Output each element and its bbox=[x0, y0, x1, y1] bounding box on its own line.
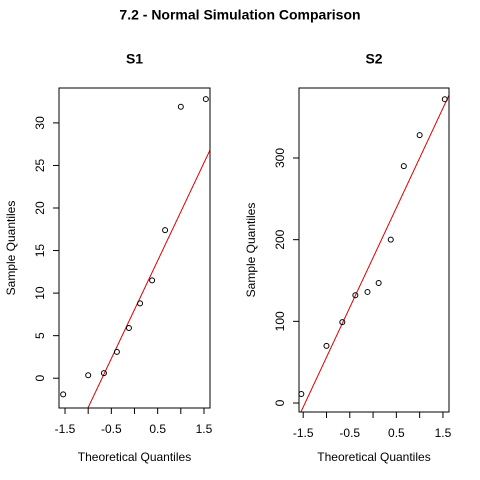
y-tick-label: 25 bbox=[33, 158, 47, 172]
panel-title: S2 bbox=[365, 51, 382, 67]
x-tick-label: -0.5 bbox=[339, 426, 360, 440]
qq-line bbox=[87, 149, 210, 408]
point bbox=[387, 236, 394, 243]
plot-frame bbox=[298, 87, 450, 413]
y-tick-label: 0 bbox=[33, 375, 47, 382]
figure-title: 7.2 - Normal Simulation Comparison bbox=[119, 7, 360, 23]
point bbox=[375, 279, 382, 286]
point bbox=[100, 370, 107, 377]
point bbox=[60, 391, 67, 398]
y-tick-label: 30 bbox=[33, 116, 47, 130]
y-tick-label: 10 bbox=[33, 286, 47, 300]
x-tick-label: 1.5 bbox=[435, 426, 452, 440]
y-tick-label: 300 bbox=[273, 148, 287, 168]
x-tick-label: -0.5 bbox=[101, 422, 122, 436]
point bbox=[416, 132, 423, 139]
point bbox=[202, 96, 209, 103]
point bbox=[85, 372, 92, 379]
y-tick-label: 100 bbox=[273, 311, 287, 331]
x-tick-label: -1.5 bbox=[293, 426, 314, 440]
point bbox=[323, 342, 330, 349]
point bbox=[400, 163, 407, 170]
y-tick-label: 15 bbox=[33, 244, 47, 258]
y-axis-label: Sample Quantiles bbox=[4, 201, 18, 296]
x-tick-label: 0.5 bbox=[388, 426, 405, 440]
panel-title: S1 bbox=[126, 51, 143, 67]
y-axis-label: Sample Quantiles bbox=[244, 203, 258, 298]
x-axis-label: Theoretical Quantiles bbox=[317, 450, 430, 464]
qq-line bbox=[300, 95, 449, 412]
point bbox=[441, 96, 448, 103]
point bbox=[177, 103, 184, 110]
point bbox=[149, 277, 156, 284]
point bbox=[339, 319, 346, 326]
point bbox=[162, 227, 169, 234]
x-tick-label: -1.5 bbox=[55, 422, 76, 436]
x-axis-label: Theoretical Quantiles bbox=[78, 450, 191, 464]
point bbox=[137, 300, 144, 307]
plot-frame bbox=[58, 87, 211, 409]
y-tick-label: 5 bbox=[33, 332, 47, 339]
point bbox=[364, 288, 371, 295]
point bbox=[352, 292, 359, 299]
y-tick-label: 20 bbox=[33, 201, 47, 215]
x-tick-label: 1.5 bbox=[196, 422, 213, 436]
x-tick-label: 0.5 bbox=[149, 422, 166, 436]
y-tick-label: 200 bbox=[273, 229, 287, 249]
y-tick-label: 0 bbox=[273, 399, 287, 406]
point bbox=[113, 348, 120, 355]
point bbox=[125, 325, 132, 331]
